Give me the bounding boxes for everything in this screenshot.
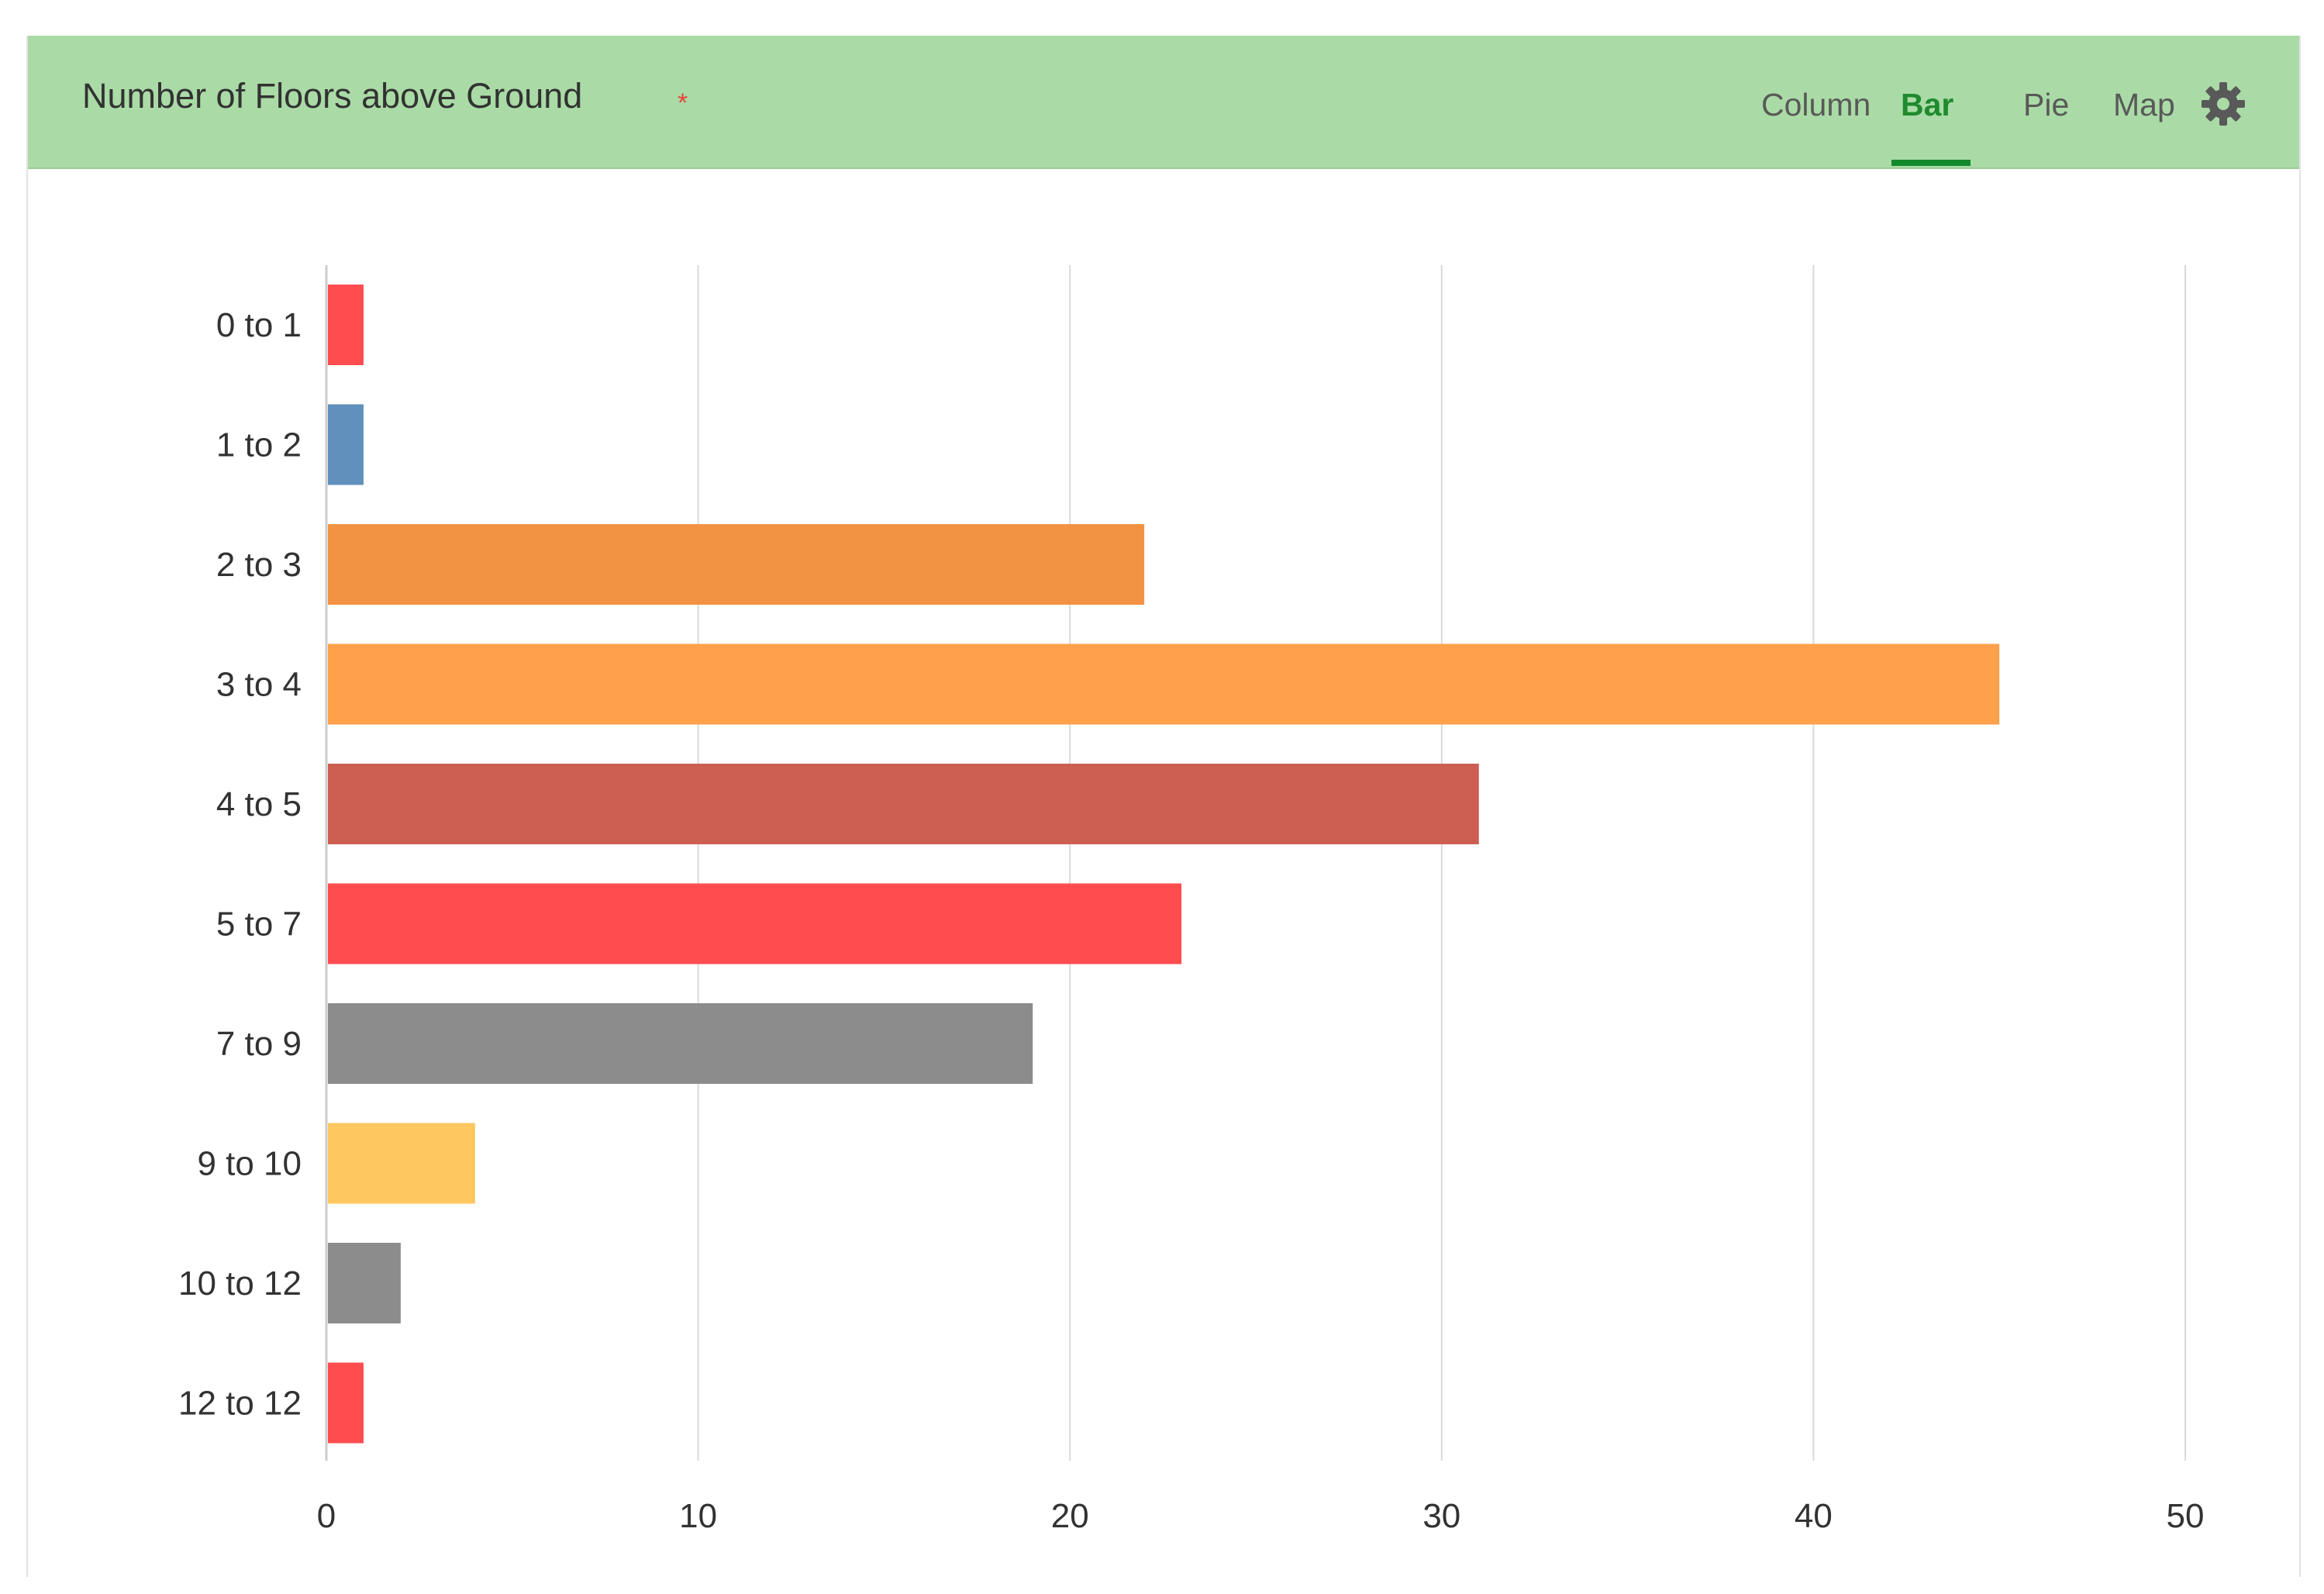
bar[interactable] — [328, 524, 1145, 605]
bar[interactable] — [328, 1123, 475, 1204]
y-tick-label: 7 to 9 — [216, 1025, 302, 1063]
card-header: Number of Floors above Ground * Column B… — [28, 36, 2299, 169]
bar[interactable] — [328, 643, 2000, 725]
bar[interactable] — [328, 285, 364, 365]
required-marker: * — [678, 88, 688, 118]
bar-chart: 0 10 20 30 40 50 0 to 1 1 to 2 2 to 3 3 to 4 4 to … — [178, 265, 2205, 1535]
y-tick-label: 10 to 12 — [178, 1265, 302, 1302]
chart-card: Number of Floors above Ground * Column B… — [26, 36, 2301, 1577]
tab-pie[interactable]: Pie — [2023, 87, 2070, 122]
y-tick-label: 1 to 2 — [216, 426, 302, 464]
x-tick-label: 50 — [2167, 1497, 2205, 1535]
x-tick-label: 40 — [1795, 1497, 1833, 1535]
bar[interactable] — [328, 764, 1479, 844]
question-title: Number of Floors above Ground — [82, 76, 583, 116]
bar[interactable] — [328, 883, 1182, 964]
y-tick-label: 9 to 10 — [197, 1145, 302, 1183]
tab-bar[interactable]: Bar — [1901, 87, 1954, 122]
y-tick-label: 2 to 3 — [216, 546, 302, 584]
y-tick-label: 4 to 5 — [216, 785, 302, 823]
y-tick-label: 0 to 1 — [216, 306, 302, 344]
bar[interactable] — [328, 404, 364, 485]
y-tick-label: 12 to 12 — [178, 1385, 302, 1423]
x-tick-label: 0 — [317, 1497, 336, 1535]
x-tick-label: 10 — [679, 1497, 717, 1535]
x-tick-label: 30 — [1422, 1497, 1460, 1535]
tab-column[interactable]: Column — [1761, 87, 1871, 122]
bar[interactable] — [328, 1243, 401, 1323]
bar[interactable] — [328, 1003, 1033, 1084]
active-tab-indicator — [1891, 160, 1971, 166]
tab-map[interactable]: Map — [2113, 87, 2175, 122]
gear-icon[interactable] — [2198, 79, 2248, 129]
x-tick-label: 20 — [1051, 1497, 1089, 1535]
y-tick-label: 3 to 4 — [216, 666, 302, 704]
y-tick-label: 5 to 7 — [216, 906, 302, 944]
bar[interactable] — [328, 1362, 364, 1444]
